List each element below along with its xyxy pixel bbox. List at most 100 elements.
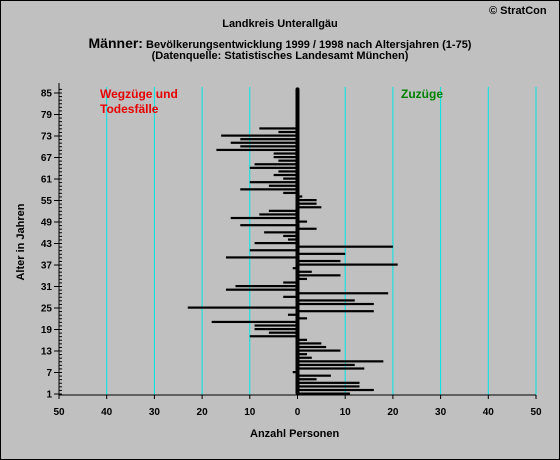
bar	[240, 224, 298, 227]
bar	[240, 188, 298, 191]
bar	[283, 234, 298, 238]
inflow-label: Zuzüge	[401, 87, 443, 101]
bar	[297, 263, 398, 266]
bar	[297, 392, 350, 395]
x-tick-label: 30	[435, 407, 447, 418]
y-tick-label: 85	[41, 89, 53, 100]
bar	[254, 324, 298, 327]
x-tick-label: 20	[387, 407, 399, 418]
bar	[230, 216, 298, 220]
bar	[297, 199, 317, 202]
bar	[297, 378, 317, 381]
bar	[283, 295, 298, 298]
bar	[268, 331, 298, 334]
bar	[297, 345, 327, 349]
bar	[297, 385, 360, 388]
bar	[259, 213, 298, 216]
bar	[268, 209, 298, 212]
bar	[297, 363, 355, 367]
y-tick-label: 25	[41, 304, 53, 315]
bar	[297, 360, 384, 363]
x-tick-label: 50	[53, 407, 65, 418]
bar	[297, 310, 374, 313]
bar	[221, 134, 298, 137]
x-tick-label: 10	[244, 407, 256, 418]
bar	[283, 191, 298, 195]
x-tick-label: 0	[295, 407, 301, 418]
bar	[211, 320, 298, 324]
bar	[297, 381, 360, 384]
bar	[259, 127, 298, 130]
bar	[273, 173, 298, 177]
y-tick-label: 67	[41, 153, 53, 164]
bar	[240, 145, 298, 148]
subtitle-prefix: Männer:	[88, 35, 143, 51]
bar	[297, 299, 355, 302]
bar	[297, 353, 308, 356]
x-axis-title: Anzahl Personen	[250, 428, 340, 440]
zero-axis	[295, 87, 300, 396]
bar	[297, 252, 346, 255]
bar	[278, 170, 298, 173]
y-tick-label: 49	[41, 218, 53, 229]
bar	[297, 342, 322, 345]
bar	[225, 288, 298, 291]
x-tick-label: 20	[197, 407, 209, 418]
bar	[225, 256, 298, 259]
bar	[278, 159, 298, 162]
bar	[297, 356, 312, 359]
y-tick-label: 31	[41, 282, 53, 293]
y-axis-title: Alter in Jahren	[15, 203, 27, 281]
bar	[287, 238, 298, 241]
y-tick-label: 55	[41, 196, 53, 207]
bar	[249, 166, 298, 169]
x-tick-label: 10	[340, 407, 352, 418]
bar	[254, 163, 298, 166]
bar	[292, 267, 298, 270]
y-tick-label: 79	[41, 110, 53, 121]
y-tick-label: 37	[41, 261, 53, 272]
bar	[287, 313, 298, 316]
x-tick-label: 40	[101, 407, 113, 418]
chart-subtitle: Männer: Bevölkerungsentwicklung 1999 / 1…	[0, 35, 560, 51]
bar	[240, 138, 298, 141]
bar	[283, 177, 298, 180]
y-tick-label: 73	[41, 132, 53, 143]
bar	[297, 202, 317, 205]
bar	[187, 306, 298, 309]
copyright-label: © StratCon	[489, 5, 547, 17]
bar	[273, 152, 298, 155]
bar	[297, 195, 303, 198]
outflow-label-line2: Todesfälle	[100, 102, 159, 116]
chart-title: Landkreis Unterallgäu	[222, 18, 338, 30]
bar	[235, 285, 298, 288]
bar	[249, 335, 298, 338]
bar	[278, 130, 298, 134]
bar	[273, 156, 298, 159]
bar	[268, 184, 298, 187]
subtitle-text: Bevölkerungsentwicklung 1999 / 1998 nach…	[146, 39, 472, 51]
bar	[216, 148, 298, 152]
bar	[297, 270, 312, 273]
bar	[264, 231, 298, 234]
bar	[230, 141, 298, 144]
bar	[297, 206, 322, 209]
bar	[297, 259, 341, 263]
y-tick-label: 61	[41, 175, 53, 186]
bar	[297, 245, 393, 248]
outflow-label-line1: Wegzüge und	[100, 87, 178, 101]
bar	[297, 277, 308, 281]
bar	[297, 302, 374, 306]
bar	[292, 371, 298, 374]
y-tick-label: 43	[41, 239, 53, 250]
bar	[254, 242, 298, 245]
bar	[297, 274, 341, 277]
bar	[297, 220, 308, 223]
bar	[297, 227, 317, 230]
outflow-label: Wegzüge und Todesfälle	[100, 87, 178, 117]
bar	[254, 328, 298, 331]
bar	[249, 181, 298, 184]
bar	[297, 338, 308, 341]
bar	[297, 374, 331, 377]
